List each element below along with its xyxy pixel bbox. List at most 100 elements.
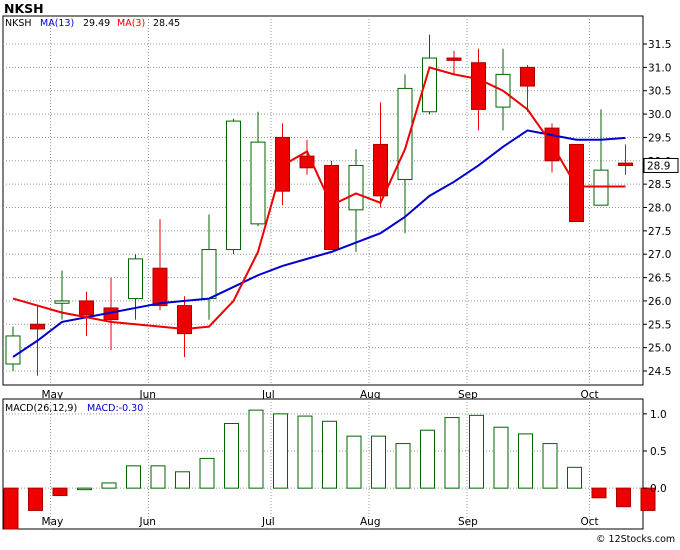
macd-bar-negative <box>3 487 19 530</box>
price-y-tick-label: 30.0 <box>648 109 671 121</box>
macd-y-tick-label: 1.0 <box>650 409 667 421</box>
last-price-value: 28.9 <box>647 160 670 172</box>
candle-body-down <box>79 300 94 316</box>
price-x-tick-label: Jun <box>139 389 156 401</box>
candle <box>201 214 217 320</box>
macd-label: MACD(26,12,9) <box>5 403 77 414</box>
candle-body-down <box>152 267 168 307</box>
macd-bar-negative <box>52 487 68 497</box>
macd-bar-positive <box>297 415 313 489</box>
macd-x-tick-label: Sep <box>458 516 478 528</box>
candle-body-down <box>471 62 486 110</box>
macd-bar-positive <box>273 413 288 489</box>
candle-body-down <box>520 66 535 87</box>
price-y-tick-label: 31.0 <box>648 62 671 74</box>
candle-body-up <box>348 164 364 211</box>
candle <box>152 219 168 311</box>
candle <box>299 139 315 175</box>
price-panel-frame <box>2 15 644 386</box>
candle <box>177 296 192 357</box>
watermark: © 12Stocks.com <box>596 534 675 545</box>
candle <box>569 143 584 223</box>
last-price-tag <box>643 157 679 173</box>
candle <box>324 160 339 251</box>
candle-body-down <box>299 155 315 169</box>
candle <box>373 102 388 208</box>
macd-bar-positive <box>101 482 117 489</box>
candle-body-up <box>250 141 266 225</box>
legend-ma3-label: MA(3) <box>117 18 145 29</box>
macd-bar-positive <box>346 435 362 489</box>
price-y-tick-label: 25.5 <box>648 319 671 331</box>
macd-bar-positive <box>150 465 166 489</box>
macd-x-tick-label: Jun <box>139 516 156 528</box>
macd-bar-positive <box>175 471 190 489</box>
candle-body-down <box>618 162 633 166</box>
candle-body-down <box>373 143 388 197</box>
candle <box>422 34 437 115</box>
price-y-tick-label: 30.5 <box>648 86 671 98</box>
candle <box>226 118 241 255</box>
candle <box>593 109 609 206</box>
ma-line-ma3 <box>12 66 626 330</box>
candle-body-up <box>593 169 609 206</box>
price-y-tick-label: 24.5 <box>648 366 671 378</box>
macd-bar-positive <box>199 457 215 489</box>
price-x-axis: May Jun Jul Aug Sep Oct <box>42 389 599 401</box>
candle-body-up <box>226 120 241 251</box>
chart-title-symbol: NKSH <box>4 1 44 16</box>
macd-bar-positive <box>542 443 558 489</box>
price-x-tick-label: Aug <box>360 389 381 401</box>
moving-averages <box>12 66 626 358</box>
candle <box>250 111 266 227</box>
legend-ma13-value: 29.49 <box>83 18 110 29</box>
macd-bar-positive <box>444 417 460 489</box>
price-x-tick-label: Oct <box>581 389 599 401</box>
macd-bar-positive <box>493 426 509 489</box>
candle <box>5 326 21 371</box>
candle-body-up <box>128 258 143 300</box>
macd-bar-positive <box>420 429 435 489</box>
candle <box>446 51 462 75</box>
price-y-tick-label: 27.5 <box>648 226 671 238</box>
macd-y-axis: 0.0 0.5 1.0 <box>643 409 667 495</box>
macd-bar-negative <box>640 487 656 511</box>
candle <box>348 149 364 252</box>
macd-x-axis: May Jun Jul Aug Sep Oct <box>42 516 599 528</box>
legend-ma13-label: MA(13) <box>40 18 74 29</box>
macd-x-tick-label: Oct <box>581 516 599 528</box>
macd-value-label: MACD:-0.30 <box>87 403 143 414</box>
candle-body-up <box>422 57 437 113</box>
macd-bar-positive <box>224 423 239 489</box>
macd-bar-negative <box>616 487 631 508</box>
candle <box>520 65 535 112</box>
legend-symbol: NKSH <box>5 18 32 29</box>
price-y-tick-label: 25.0 <box>648 343 671 355</box>
macd-bar-positive <box>248 409 264 489</box>
price-y-axis: 24.525.025.526.026.527.027.528.028.529.0… <box>643 39 671 378</box>
candle-body-down <box>30 323 45 330</box>
price-y-tick-label: 26.5 <box>648 273 671 285</box>
price-y-tick-label: 29.5 <box>648 132 671 144</box>
macd-y-tick-label: 0.0 <box>650 483 667 495</box>
macd-x-tick-label: Jul <box>261 516 275 528</box>
macd-y-tick-label: 0.5 <box>650 446 667 458</box>
candle <box>618 144 633 175</box>
macd-bar-negative <box>591 487 607 499</box>
legend-ma3-value: 28.45 <box>153 18 180 29</box>
price-x-tick-label: Jul <box>261 389 275 401</box>
price-y-tick-label: 28.5 <box>648 179 671 191</box>
candle-body-down <box>324 164 339 251</box>
candle <box>54 270 70 320</box>
macd-bar-positive <box>126 465 141 489</box>
price-x-tick-label: May <box>42 389 64 401</box>
macd-bars <box>3 409 656 530</box>
macd-grid <box>3 399 643 529</box>
candle-body-up <box>201 249 217 300</box>
candle <box>471 48 486 131</box>
macd-bar-positive <box>567 466 582 489</box>
price-y-tick-label: 31.5 <box>648 39 671 51</box>
price-y-tick-label: 26.0 <box>648 296 671 308</box>
